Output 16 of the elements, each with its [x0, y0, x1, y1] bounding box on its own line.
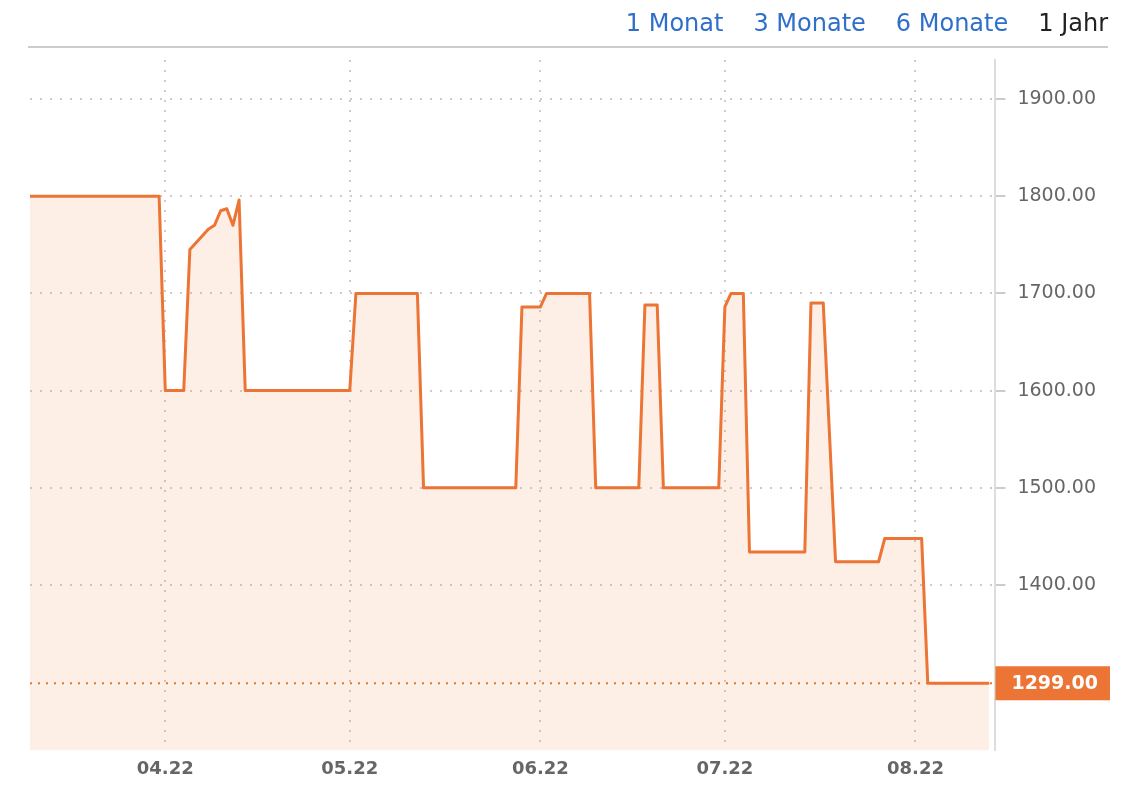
y-tick-label: 1600.00	[1017, 377, 1097, 400]
text: 3 Monate	[753, 9, 866, 37]
x-tick-label: 08.22	[887, 756, 944, 778]
y-tick-label: 1500.00	[1017, 474, 1097, 497]
text: 1 Jahr	[1038, 9, 1108, 37]
x-tick-label: 04.22	[136, 756, 194, 778]
ref-line-label: 1299.00	[1011, 671, 1098, 694]
y-tick-label: 1900.00	[1017, 85, 1097, 108]
text: 6 Monate	[895, 9, 1009, 37]
y-tick-label: 1700.00	[1017, 280, 1097, 303]
y-tick-label: 1400.00	[1017, 572, 1097, 595]
x-tick-label: 06.22	[511, 756, 569, 778]
x-tick-label: 05.22	[321, 756, 379, 778]
text: 1 Monat	[625, 9, 724, 37]
x-tick-label: 07.22	[696, 756, 754, 778]
y-tick-label: 1800.00	[1017, 183, 1097, 206]
